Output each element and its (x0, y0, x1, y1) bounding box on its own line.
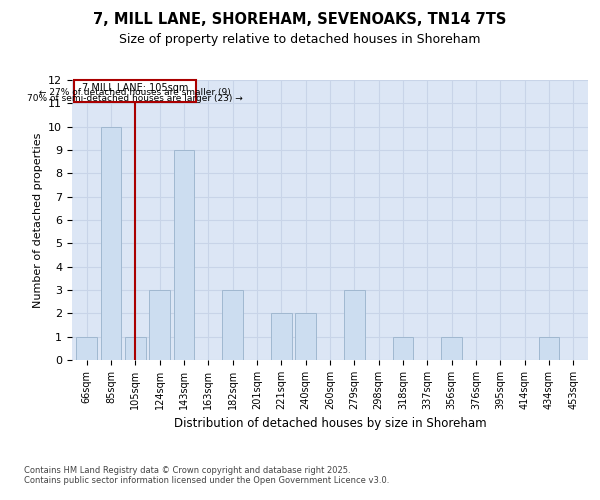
Bar (392, 336, 413, 360)
X-axis label: Distribution of detached houses by size in Shoreham: Distribution of detached houses by size … (173, 418, 487, 430)
Bar (222, 290, 243, 360)
Bar (125, 336, 146, 360)
Bar (173, 150, 194, 360)
Bar (271, 314, 292, 360)
Bar (149, 290, 170, 360)
Bar (344, 290, 365, 360)
Text: 70% of semi-detached houses are larger (23) →: 70% of semi-detached houses are larger (… (28, 94, 243, 103)
Text: Size of property relative to detached houses in Shoreham: Size of property relative to detached ho… (119, 32, 481, 46)
Bar (76, 336, 97, 360)
Bar (101, 126, 121, 360)
Text: 7, MILL LANE, SHOREHAM, SEVENOAKS, TN14 7TS: 7, MILL LANE, SHOREHAM, SEVENOAKS, TN14 … (94, 12, 506, 28)
Y-axis label: Number of detached properties: Number of detached properties (32, 132, 43, 308)
Text: 7 MILL LANE: 105sqm: 7 MILL LANE: 105sqm (82, 82, 188, 92)
Text: Contains HM Land Registry data © Crown copyright and database right 2025.
Contai: Contains HM Land Registry data © Crown c… (24, 466, 389, 485)
Bar (539, 336, 559, 360)
Bar (442, 336, 462, 360)
Bar (295, 314, 316, 360)
Text: ← 27% of detached houses are smaller (9): ← 27% of detached houses are smaller (9) (40, 88, 231, 97)
FancyBboxPatch shape (74, 80, 196, 102)
